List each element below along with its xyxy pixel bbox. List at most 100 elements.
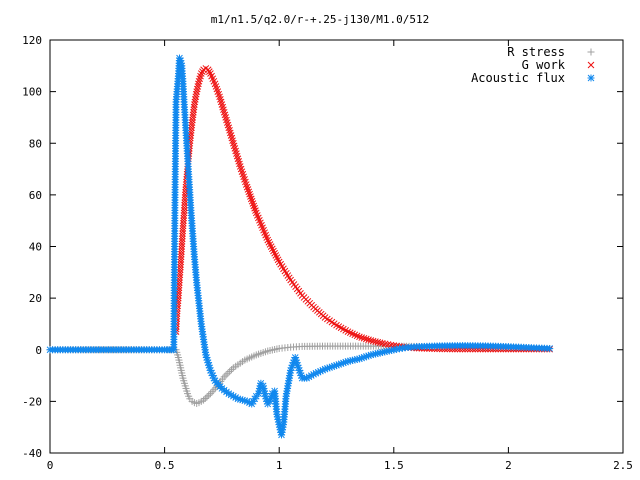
- data-point: [181, 191, 189, 199]
- data-point: [250, 202, 258, 210]
- data-point: [179, 230, 186, 237]
- series-g-work: [172, 65, 553, 353]
- data-point: [180, 214, 188, 222]
- y-tick-label: 60: [29, 189, 42, 202]
- plot-frame: [49, 39, 624, 454]
- data-point: [178, 243, 186, 250]
- data-point: [179, 232, 186, 240]
- data-point: [248, 197, 256, 205]
- data-point: [191, 96, 199, 103]
- legend-item: G work: [522, 58, 595, 72]
- data-point: [178, 238, 186, 245]
- legend-label: Acoustic flux: [471, 71, 565, 85]
- data-point: [176, 266, 184, 274]
- data-point: [177, 261, 184, 268]
- data-point: [175, 281, 183, 289]
- legend-marker: [587, 61, 595, 69]
- data-point: [360, 334, 368, 342]
- data-point: [246, 190, 253, 198]
- data-point: [243, 183, 251, 191]
- x-tick-label: 0: [47, 459, 54, 472]
- data-point: [178, 240, 186, 248]
- data-point: [208, 388, 216, 396]
- data-point: [191, 98, 199, 106]
- x-tick-label: 2: [505, 459, 512, 472]
- data-point: [205, 391, 213, 399]
- data-point: [546, 344, 554, 352]
- y-tick-label: -20: [22, 395, 42, 408]
- data-point: [179, 227, 187, 235]
- data-point: [205, 68, 213, 75]
- data-point: [192, 93, 200, 101]
- legend-marker: [587, 74, 595, 82]
- data-point: [178, 245, 185, 253]
- data-point: [193, 88, 201, 95]
- data-point: [177, 253, 185, 261]
- data-point: [200, 396, 208, 404]
- series-layer: [46, 54, 554, 439]
- legend-marker: [587, 48, 595, 56]
- legend-label: R stress: [507, 45, 565, 59]
- data-point: [362, 335, 370, 343]
- data-point: [224, 369, 232, 377]
- y-tick-label: 20: [29, 292, 42, 305]
- y-tick-label: 120: [22, 34, 42, 47]
- data-point: [176, 268, 184, 276]
- data-point: [206, 390, 214, 398]
- data-point: [177, 256, 185, 263]
- data-point: [178, 248, 185, 255]
- y-tick-label: 40: [29, 241, 42, 254]
- data-point: [176, 274, 184, 281]
- series-acoustic-flux: [46, 54, 554, 439]
- data-point: [176, 276, 183, 284]
- data-point: [251, 204, 258, 212]
- data-point: [179, 219, 187, 227]
- x-tick-label: 1.5: [384, 459, 404, 472]
- data-point: [204, 66, 212, 74]
- y-tick-label: 0: [35, 344, 42, 357]
- data-point: [194, 83, 202, 90]
- y-tick-label: 100: [22, 86, 42, 99]
- y-tick-label: 80: [29, 137, 42, 150]
- data-point: [179, 225, 187, 232]
- data-point: [247, 195, 255, 203]
- data-point: [356, 333, 363, 341]
- data-point: [180, 217, 187, 225]
- data-point: [228, 366, 236, 374]
- data-point: [177, 258, 185, 266]
- data-point: [176, 279, 183, 286]
- y-tick-label: -40: [22, 447, 42, 460]
- data-point: [176, 271, 184, 279]
- legend-item: R stress: [507, 45, 595, 59]
- axis-ticks: 0 0.5 1 1.5 2 2.5 -40 -20 0 20 40 60 80 100 120: [22, 34, 633, 472]
- data-point: [181, 196, 189, 204]
- data-point: [249, 200, 257, 207]
- data-point: [244, 186, 252, 193]
- data-point: [195, 80, 202, 88]
- data-point: [180, 212, 188, 219]
- data-point: [274, 415, 282, 423]
- data-point: [192, 90, 200, 98]
- chart-title: m1/n1.5/q2.0/r-+.25-j130/M1.0/512: [211, 13, 430, 26]
- data-point: [181, 204, 188, 212]
- data-point: [252, 207, 259, 214]
- data-point: [191, 101, 198, 108]
- data-point: [177, 263, 184, 271]
- data-point: [181, 201, 188, 209]
- data-point: [179, 222, 187, 230]
- data-point: [180, 207, 188, 214]
- x-tick-label: 0.5: [155, 459, 175, 472]
- data-point: [222, 371, 230, 379]
- data-point: [181, 199, 189, 206]
- data-point: [247, 193, 254, 200]
- x-tick-label: 2.5: [613, 459, 633, 472]
- data-point: [376, 339, 384, 347]
- data-point: [180, 209, 188, 217]
- data-point: [177, 250, 185, 258]
- legend-label: G work: [522, 58, 566, 72]
- data-point: [203, 393, 211, 401]
- data-point: [226, 367, 234, 375]
- data-point: [358, 334, 366, 341]
